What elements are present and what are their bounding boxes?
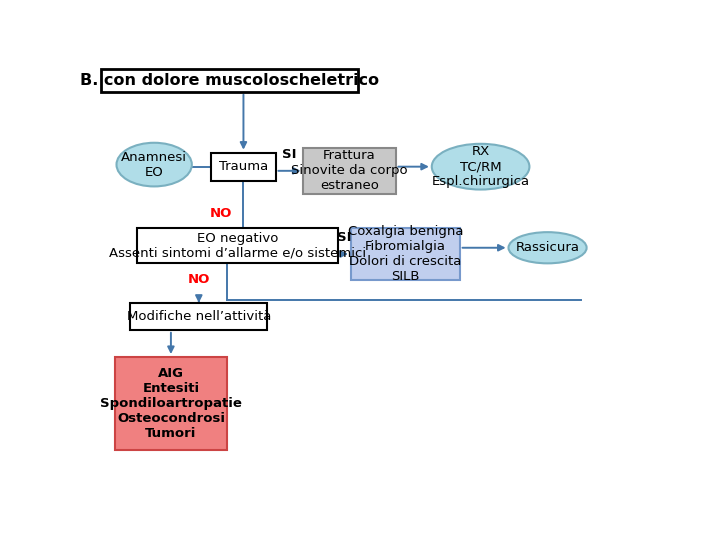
FancyBboxPatch shape — [212, 152, 276, 181]
Text: SI: SI — [338, 231, 352, 244]
Ellipse shape — [508, 232, 587, 264]
Text: Coxalgia benigna
Fibromialgia
Dolori di crescita
SILB: Coxalgia benigna Fibromialgia Dolori di … — [348, 225, 463, 283]
FancyBboxPatch shape — [101, 69, 358, 92]
Text: EO negativo
Assenti sintomi d’allarme e/o sistemici: EO negativo Assenti sintomi d’allarme e/… — [109, 232, 366, 260]
Text: RX
TC/RM
Espl.chirurgica: RX TC/RM Espl.chirurgica — [431, 145, 530, 188]
Text: Anamnesi
EO: Anamnesi EO — [121, 151, 187, 179]
Text: Rassicura: Rassicura — [516, 241, 580, 254]
FancyBboxPatch shape — [138, 228, 338, 264]
Text: AIG
Entesiti
Spondiloartropatie
Osteocondrosi
Tumori: AIG Entesiti Spondiloartropatie Osteocon… — [100, 367, 242, 440]
Ellipse shape — [117, 143, 192, 186]
Text: NO: NO — [210, 207, 233, 220]
Text: Trauma: Trauma — [219, 160, 268, 173]
FancyBboxPatch shape — [351, 228, 459, 280]
Text: Frattura
Sinovite da corpo
estraneo: Frattura Sinovite da corpo estraneo — [291, 150, 408, 192]
Text: SI: SI — [282, 148, 297, 161]
FancyBboxPatch shape — [115, 357, 227, 450]
Text: NO: NO — [188, 273, 210, 287]
Text: Modifiche nell’attività: Modifiche nell’attività — [127, 310, 271, 323]
FancyBboxPatch shape — [303, 148, 395, 194]
Ellipse shape — [432, 144, 529, 190]
FancyBboxPatch shape — [130, 303, 267, 330]
Text: B. con dolore muscoloscheletrico: B. con dolore muscoloscheletrico — [80, 73, 379, 88]
